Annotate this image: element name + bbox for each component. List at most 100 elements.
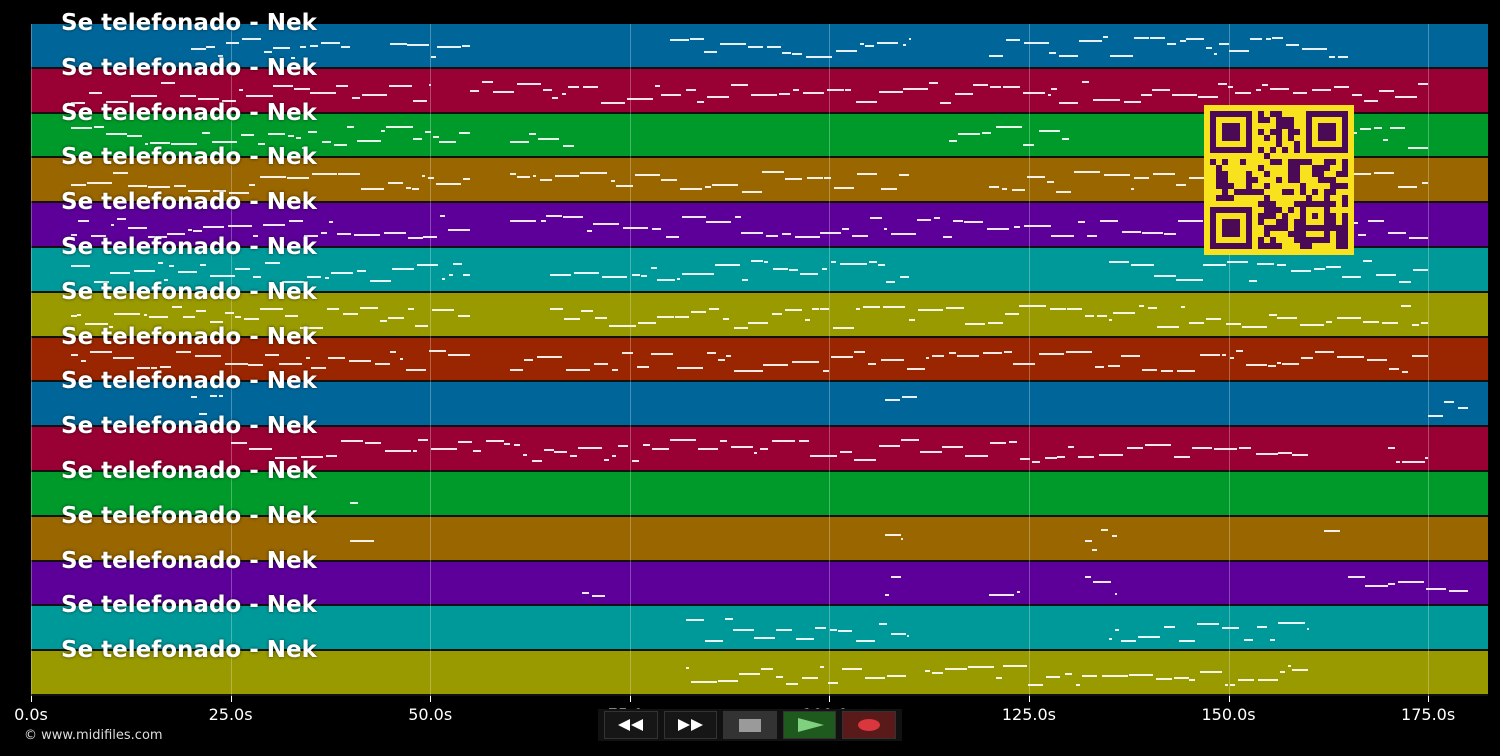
midi-note bbox=[1238, 447, 1252, 450]
midi-note bbox=[1326, 266, 1342, 269]
midi-note bbox=[1382, 138, 1388, 141]
qr-module bbox=[1300, 159, 1306, 165]
midi-note bbox=[990, 442, 1006, 445]
midi-note bbox=[794, 236, 820, 239]
qr-module bbox=[1228, 195, 1234, 201]
midi-note bbox=[225, 42, 239, 45]
track-label: Se telefonado - Nek bbox=[61, 637, 317, 664]
qr-module bbox=[1330, 201, 1336, 207]
gridline bbox=[1428, 24, 1430, 696]
midi-note bbox=[1394, 96, 1417, 99]
midi-note bbox=[806, 176, 824, 179]
qr-module bbox=[1240, 159, 1246, 165]
qr-module bbox=[1294, 171, 1300, 177]
qr-module bbox=[1276, 219, 1282, 225]
gridline bbox=[829, 24, 831, 696]
midi-note bbox=[462, 44, 471, 47]
midi-note bbox=[1098, 453, 1124, 456]
midi-note bbox=[337, 173, 361, 176]
midi-note bbox=[537, 138, 560, 141]
midi-note bbox=[1066, 350, 1092, 353]
record-button[interactable] bbox=[842, 711, 896, 739]
qr-module bbox=[1246, 189, 1252, 195]
midi-note bbox=[1219, 43, 1229, 46]
midi-note bbox=[458, 441, 473, 444]
midi-note bbox=[1103, 174, 1131, 177]
midi-note bbox=[785, 683, 799, 686]
midi-note bbox=[1140, 94, 1152, 97]
tick-label: 25.0s bbox=[208, 705, 253, 724]
midi-note bbox=[563, 215, 584, 218]
qr-module bbox=[1294, 141, 1300, 147]
qr-module bbox=[1246, 183, 1252, 189]
track-label: Se telefonado - Nek bbox=[61, 458, 317, 484]
midi-note bbox=[388, 317, 404, 320]
track-label: Se telefonado - Nek bbox=[61, 413, 317, 440]
midi-note bbox=[282, 281, 304, 284]
midi-note bbox=[725, 618, 733, 621]
qr-module bbox=[1258, 237, 1264, 243]
qr-module bbox=[1342, 201, 1348, 207]
qr-module bbox=[1288, 171, 1294, 177]
midi-note bbox=[1108, 318, 1112, 321]
midi-note bbox=[1376, 273, 1396, 276]
qr-module bbox=[1324, 231, 1330, 237]
midi-note bbox=[784, 309, 803, 312]
qr-module bbox=[1324, 159, 1330, 165]
midi-note bbox=[1401, 304, 1412, 307]
midi-note bbox=[939, 102, 952, 105]
midi-note bbox=[179, 95, 197, 98]
midi-note bbox=[1171, 93, 1198, 96]
midi-note bbox=[650, 266, 657, 269]
midi-note bbox=[436, 46, 462, 49]
midi-note bbox=[552, 96, 559, 99]
track-lane bbox=[31, 472, 1488, 517]
qr-module bbox=[1264, 225, 1270, 231]
midi-note bbox=[754, 636, 775, 639]
midi-note bbox=[587, 229, 592, 232]
midi-note bbox=[785, 177, 803, 180]
midi-note bbox=[884, 228, 888, 231]
midi-note bbox=[763, 363, 789, 366]
midi-note bbox=[1108, 637, 1113, 640]
qr-module bbox=[1336, 231, 1342, 237]
midi-note bbox=[567, 85, 580, 88]
midi-note bbox=[390, 449, 412, 452]
stop-button[interactable] bbox=[723, 711, 777, 739]
tick-label: 175.0s bbox=[1401, 705, 1456, 724]
midi-note bbox=[311, 366, 326, 369]
midi-note bbox=[844, 89, 852, 92]
midi-note bbox=[704, 272, 714, 275]
midi-note bbox=[209, 274, 236, 277]
play-button[interactable] bbox=[782, 711, 837, 739]
midi-note bbox=[1046, 181, 1055, 184]
rewind-button[interactable] bbox=[604, 711, 658, 739]
qr-module bbox=[1342, 237, 1348, 243]
midi-note bbox=[690, 310, 707, 313]
midi-note bbox=[753, 452, 758, 455]
qr-module bbox=[1216, 195, 1222, 201]
midi-note bbox=[885, 534, 901, 537]
midi-note bbox=[870, 217, 882, 220]
midi-note bbox=[1003, 665, 1028, 668]
midi-note bbox=[622, 227, 648, 229]
midi-note bbox=[651, 448, 670, 451]
midi-note bbox=[447, 354, 471, 357]
fast-forward-button[interactable] bbox=[663, 711, 718, 739]
midi-note bbox=[1130, 264, 1154, 267]
midi-note bbox=[772, 313, 783, 316]
midi-note bbox=[350, 502, 359, 505]
midi-note bbox=[1101, 529, 1109, 532]
midi-note bbox=[1448, 589, 1469, 592]
qr-module bbox=[1294, 225, 1300, 231]
tick-label: 50.0s bbox=[408, 705, 453, 724]
midi-note bbox=[171, 306, 183, 309]
midi-note bbox=[828, 681, 839, 684]
midi-note bbox=[697, 101, 705, 104]
midi-note bbox=[1257, 679, 1279, 682]
midi-note bbox=[1024, 41, 1049, 44]
midi-note bbox=[188, 228, 193, 231]
midi-note bbox=[641, 275, 647, 278]
midi-note bbox=[1018, 305, 1046, 308]
track-lane bbox=[31, 292, 1488, 338]
